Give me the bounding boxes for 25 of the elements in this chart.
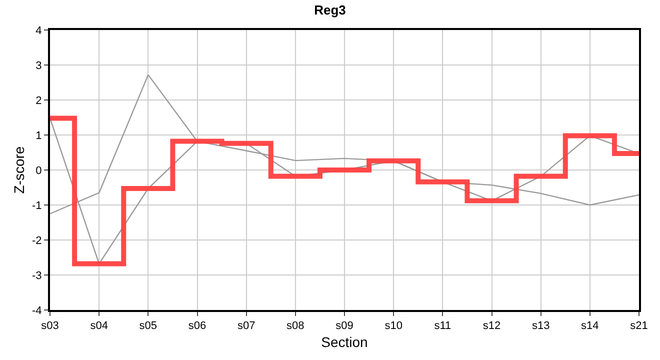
x-tick-label: s09 (336, 320, 354, 332)
chart-title: Reg3 (314, 2, 346, 18)
y-axis-title: Z-score (11, 146, 28, 194)
y-tick-label: -2 (32, 234, 42, 247)
x-tick-label: s04 (90, 320, 108, 332)
y-tick-label: 1 (36, 130, 42, 142)
x-tick-label: s14 (581, 320, 599, 332)
x-tick-label: s10 (384, 320, 402, 332)
y-tick-label: -3 (32, 270, 42, 282)
y-tick-label: -4 (32, 304, 42, 317)
y-tick-label: 4 (36, 24, 42, 37)
y-tick-label: 3 (36, 60, 42, 72)
x-tick-label: s21 (630, 320, 648, 332)
x-tick-label: s03 (41, 320, 59, 332)
x-tick-label: s05 (139, 320, 158, 332)
x-tick-label: s13 (532, 320, 550, 332)
y-tick-label: 2 (36, 94, 42, 107)
y-tick-label: 0 (36, 164, 42, 177)
x-tick-label: s12 (482, 320, 501, 332)
x-tick-label: s06 (188, 320, 206, 332)
x-axis-title: Section (321, 334, 368, 350)
x-tick-label: s11 (434, 320, 452, 332)
x-tick-label: s08 (286, 320, 304, 332)
x-tick-label: s07 (237, 320, 256, 332)
y-tick-label: -1 (32, 200, 42, 212)
